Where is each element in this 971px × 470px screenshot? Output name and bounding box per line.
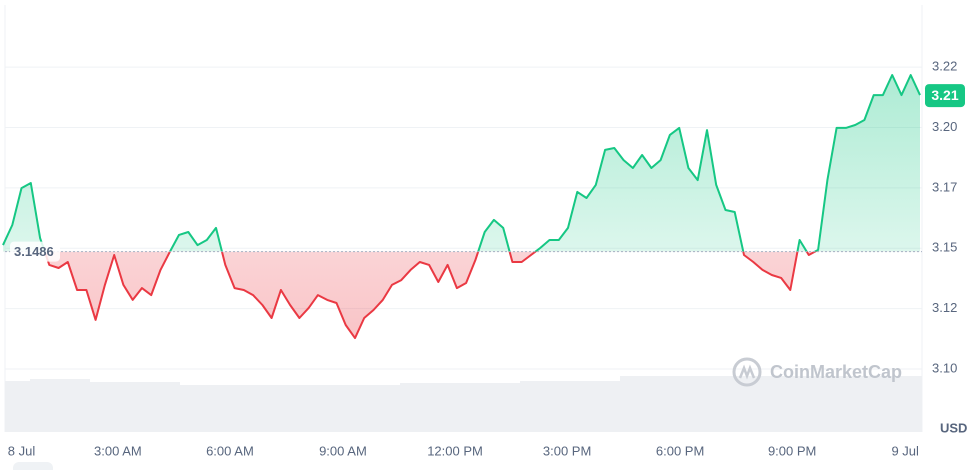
x-tick-label: 8 Jul	[8, 443, 36, 458]
y-tick-label: 3.17	[932, 179, 957, 194]
baseline-label-bg	[10, 241, 60, 262]
currency-label: USD	[940, 420, 967, 435]
y-tick-label: 3.12	[932, 300, 957, 315]
x-tick-label: 9:00 AM	[319, 443, 367, 458]
x-tick-label: 3:00 AM	[94, 443, 142, 458]
area-down	[3, 251, 920, 339]
current-price-badge	[925, 84, 965, 108]
baseline-label: 3.1486	[14, 244, 54, 259]
x-tick-label: 12:00 PM	[427, 443, 483, 458]
x-tick-label: 3:00 PM	[543, 443, 591, 458]
watermark-logo	[732, 357, 762, 387]
x-tick-label: 9 Jul	[891, 443, 919, 458]
price-line-down	[43, 251, 818, 340]
watermark: CoinMarketCap	[770, 362, 902, 382]
current-price-label: 3.21	[931, 87, 958, 103]
x-tick-label: 6:00 PM	[656, 443, 704, 458]
y-tick-label: 3.15	[932, 240, 957, 255]
scroll-handle[interactable]	[13, 462, 53, 470]
y-tick-label: 3.20	[932, 119, 957, 134]
price-line-up	[2, 74, 921, 252]
x-tick-label: 9:00 PM	[768, 443, 816, 458]
y-tick-label: 3.10	[932, 360, 957, 375]
y-tick-label: 3.22	[932, 59, 957, 74]
x-tick-label: 6:00 AM	[206, 443, 254, 458]
area-up	[3, 75, 920, 252]
volume-area	[5, 376, 922, 432]
